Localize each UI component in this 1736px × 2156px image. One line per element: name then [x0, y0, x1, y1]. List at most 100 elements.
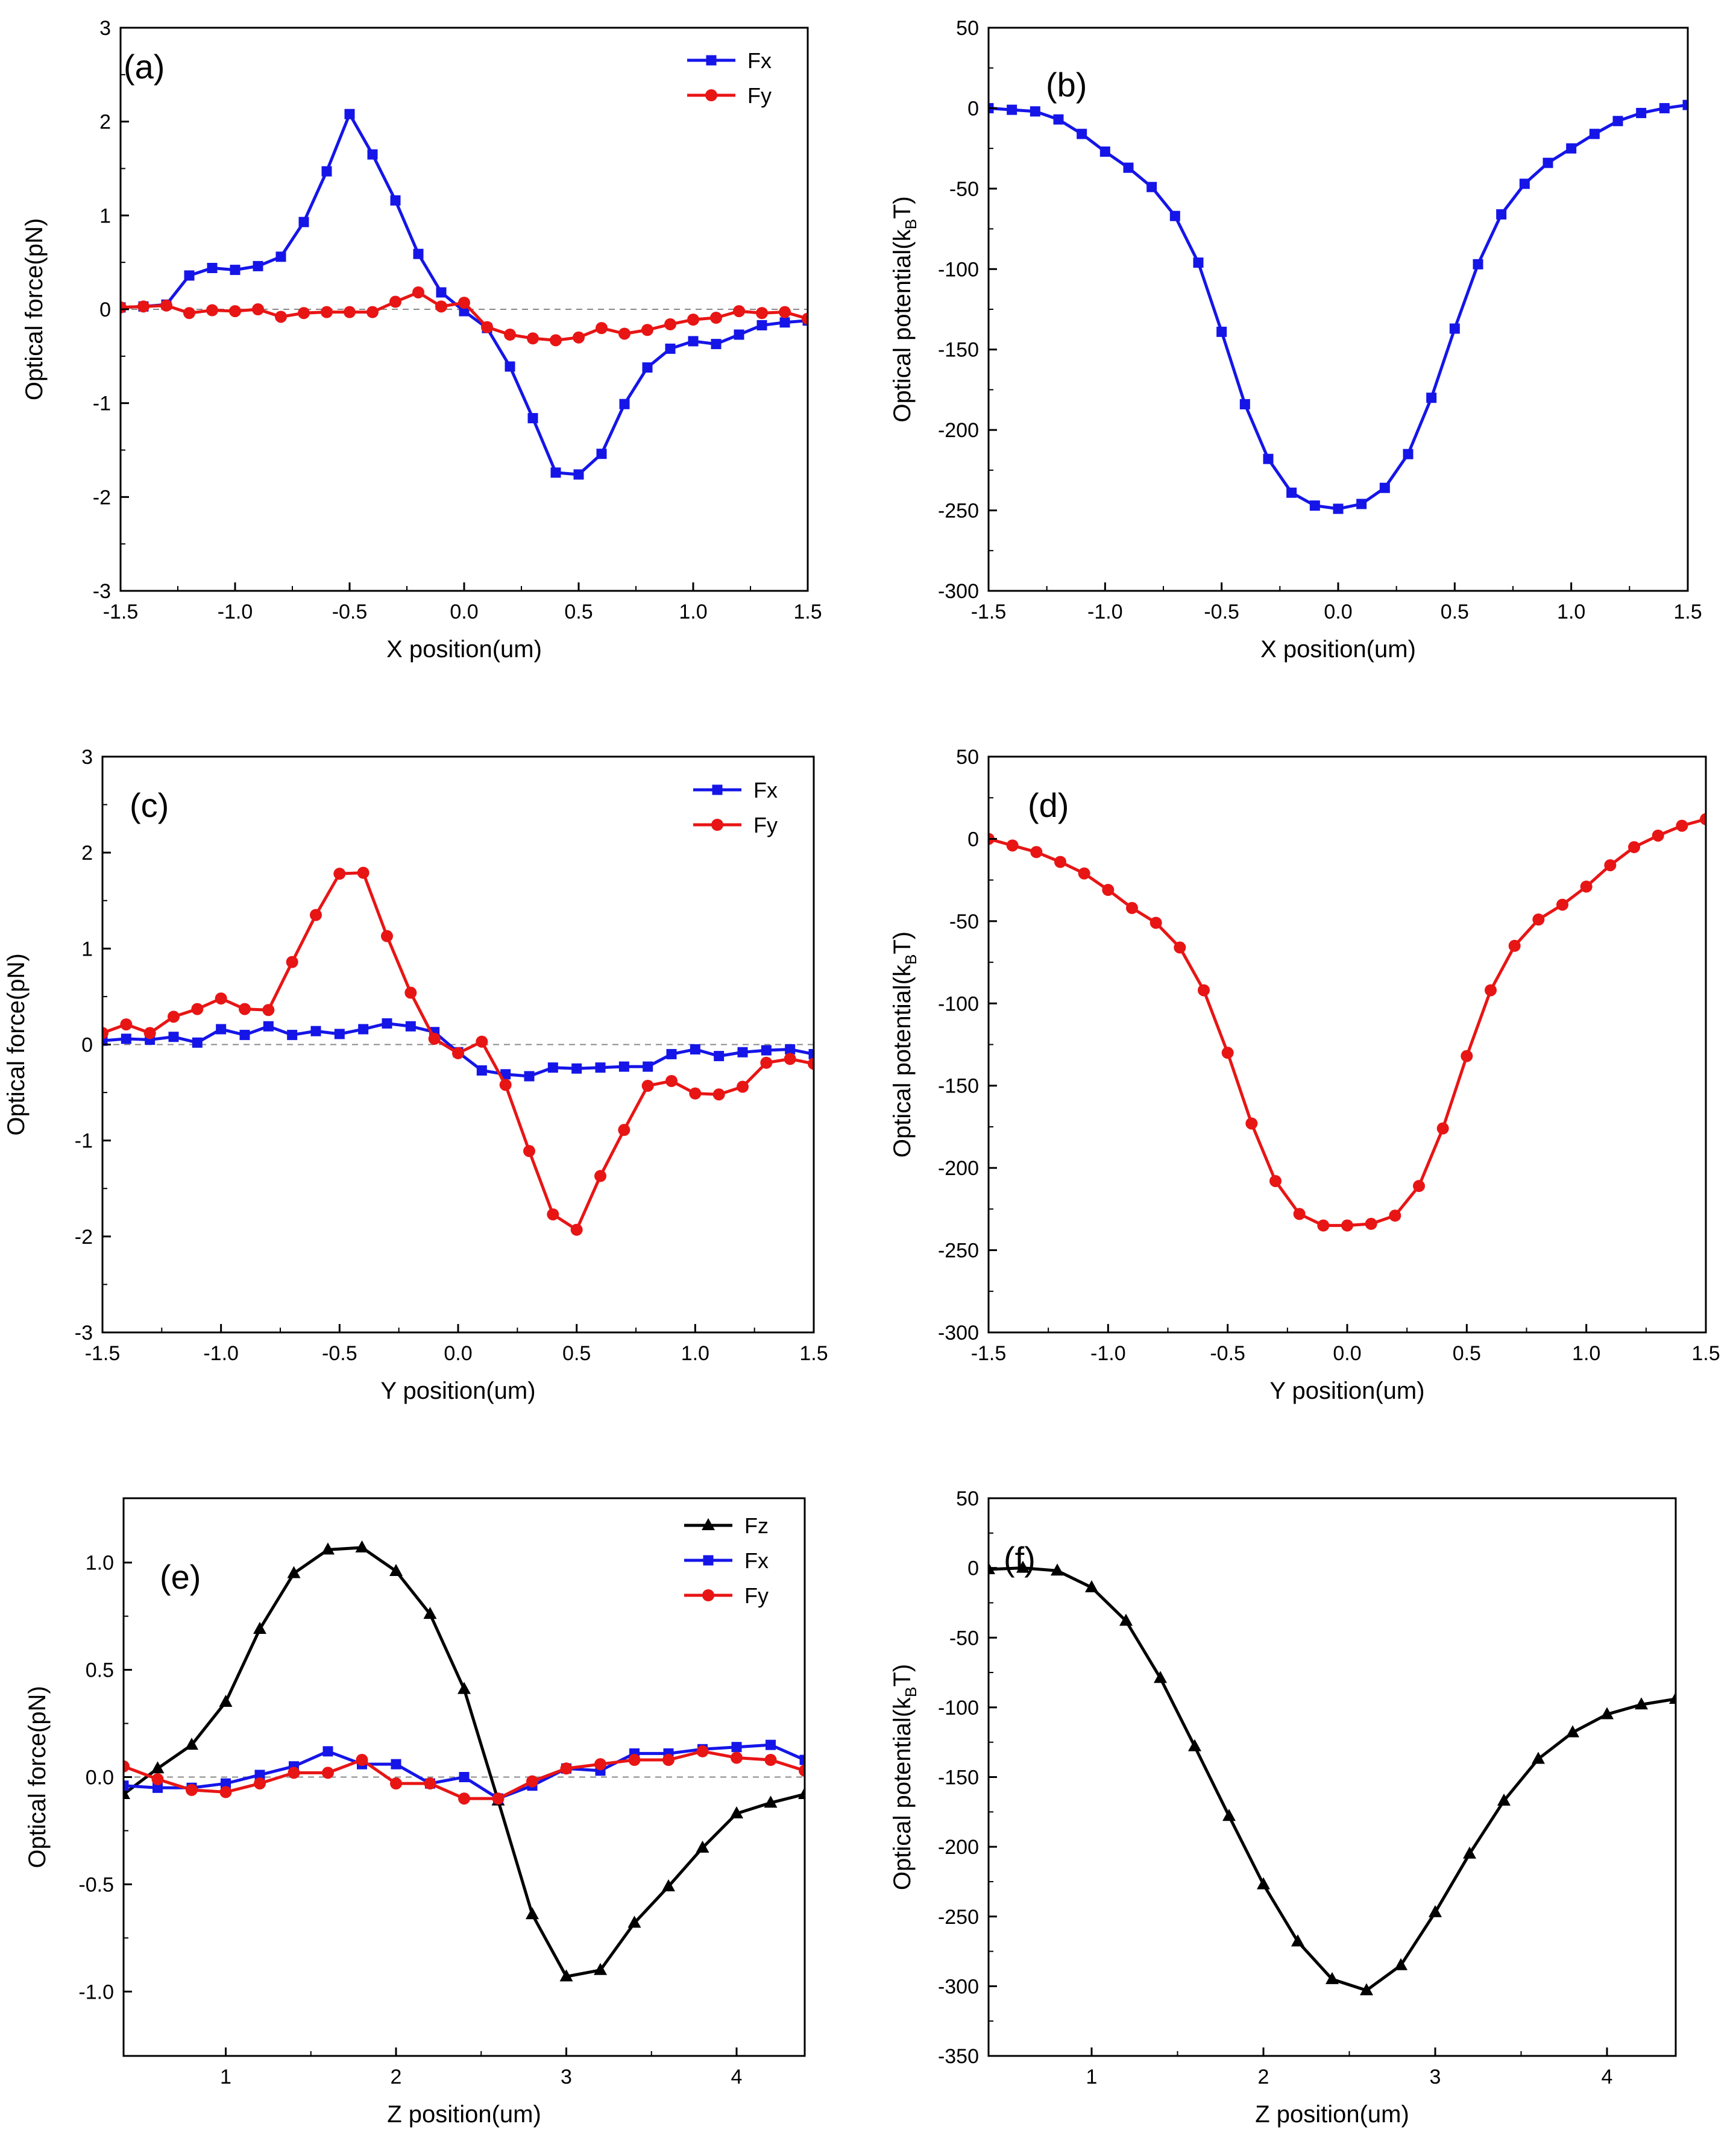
- data-point: [710, 312, 722, 324]
- y-tick-label: 0.5: [86, 1659, 114, 1682]
- data-point: [712, 1088, 725, 1101]
- x-tick-label: -0.5: [1210, 1342, 1245, 1365]
- x-tick-label: -0.5: [332, 600, 368, 623]
- y-tick-label: 0: [967, 97, 979, 120]
- data-point: [550, 334, 562, 347]
- data-point: [239, 1003, 251, 1015]
- data-point: [1078, 867, 1090, 880]
- data-point: [253, 1622, 266, 1634]
- data-point: [1426, 392, 1437, 403]
- data-point: [731, 1742, 742, 1753]
- data-point: [711, 339, 722, 350]
- data-point: [1429, 1905, 1442, 1917]
- data-point: [1636, 107, 1647, 118]
- y-tick-label: 3: [99, 17, 111, 40]
- data-point: [619, 399, 630, 409]
- y-tick-label: -300: [938, 1322, 979, 1344]
- x-tick-label: 0.0: [1333, 1342, 1361, 1365]
- data-point: [594, 1758, 606, 1771]
- data-point: [595, 1062, 606, 1073]
- data-point: [808, 1048, 814, 1059]
- data-point: [436, 287, 447, 298]
- data-point: [367, 149, 378, 160]
- y-tick-label: -200: [938, 1157, 979, 1180]
- series-fy: [102, 866, 814, 1236]
- x-tick-label: 0.5: [1441, 600, 1469, 623]
- data-point: [1508, 939, 1521, 952]
- panel-label: (e): [160, 1558, 201, 1596]
- series-fz: [124, 1540, 805, 1982]
- x-tick-label: 4: [1602, 2066, 1613, 2088]
- data-point: [1360, 1983, 1373, 1996]
- data-point: [570, 1223, 583, 1236]
- data-point: [102, 1027, 108, 1039]
- x-tick-label: 3: [1430, 2066, 1441, 2088]
- data-point: [1496, 209, 1507, 220]
- data-point: [756, 320, 767, 330]
- data-point: [766, 1739, 776, 1750]
- data-point: [121, 1033, 131, 1044]
- data-point: [1635, 1697, 1648, 1710]
- data-point: [1652, 829, 1664, 842]
- data-point: [1379, 482, 1390, 493]
- y-tick-label: -100: [938, 992, 979, 1015]
- y-axis-label: Optical force(pN): [24, 1686, 51, 1868]
- y-tick-label: -250: [938, 500, 979, 523]
- data-point: [1566, 143, 1577, 154]
- data-point: [275, 251, 286, 262]
- legend-marker: [705, 89, 717, 101]
- y-tick-label: 0: [99, 298, 111, 321]
- panel-label: (f): [1004, 1540, 1036, 1578]
- data-point: [262, 1004, 275, 1017]
- x-tick-label: 1.5: [799, 1342, 828, 1365]
- x-tick-label: -1.0: [1090, 1342, 1126, 1365]
- x-axis-label: Y position(um): [380, 1378, 535, 1404]
- data-point: [1188, 1739, 1201, 1751]
- data-point: [334, 1029, 345, 1039]
- data-point: [666, 1048, 677, 1059]
- data-point: [696, 1745, 709, 1757]
- x-tick-label: -1.5: [85, 1342, 121, 1365]
- x-axis-label: X position(um): [386, 636, 542, 663]
- data-point: [1532, 1751, 1545, 1764]
- legend-marker: [702, 1518, 715, 1530]
- legend-label: Fx: [747, 48, 772, 73]
- data-point: [254, 1770, 265, 1780]
- data-point: [573, 331, 585, 344]
- data-point: [1239, 399, 1250, 409]
- y-tick-label: -300: [938, 1975, 979, 1998]
- data-point: [627, 1915, 641, 1928]
- y-tick-label: -350: [938, 2045, 979, 2068]
- panel-label: (d): [1028, 786, 1069, 824]
- data-point: [1604, 859, 1617, 872]
- y-tick-label: -200: [938, 1836, 979, 1859]
- legend-label: Fx: [753, 778, 778, 802]
- data-point: [263, 1021, 274, 1032]
- y-tick-label: -50: [949, 178, 979, 201]
- data-point: [1053, 114, 1064, 125]
- data-point: [1102, 884, 1115, 897]
- y-tick-label: -250: [938, 1240, 979, 1262]
- y-tick-label: -300: [938, 580, 979, 603]
- legend-label: Fx: [744, 1548, 769, 1573]
- data-point: [641, 1079, 654, 1092]
- data-point: [1612, 116, 1623, 127]
- series-line: [989, 818, 1706, 1228]
- x-tick-label: 1.0: [1572, 1342, 1600, 1365]
- data-point: [1497, 1793, 1511, 1806]
- y-tick-label: -150: [938, 339, 979, 362]
- data-point: [618, 1124, 631, 1136]
- data-point: [1007, 104, 1017, 115]
- series-fy: [124, 1745, 805, 1805]
- data-point: [799, 1754, 805, 1765]
- data-point: [1463, 1846, 1476, 1859]
- x-tick-label: 3: [561, 2066, 572, 2088]
- data-point: [413, 248, 424, 259]
- x-tick-label: -1.0: [203, 1342, 239, 1365]
- data-point: [124, 1760, 130, 1773]
- data-point: [120, 1018, 133, 1031]
- data-point: [1676, 819, 1688, 832]
- data-point: [1519, 178, 1530, 189]
- y-tick-label: 50: [956, 746, 979, 769]
- series-line: [121, 112, 808, 476]
